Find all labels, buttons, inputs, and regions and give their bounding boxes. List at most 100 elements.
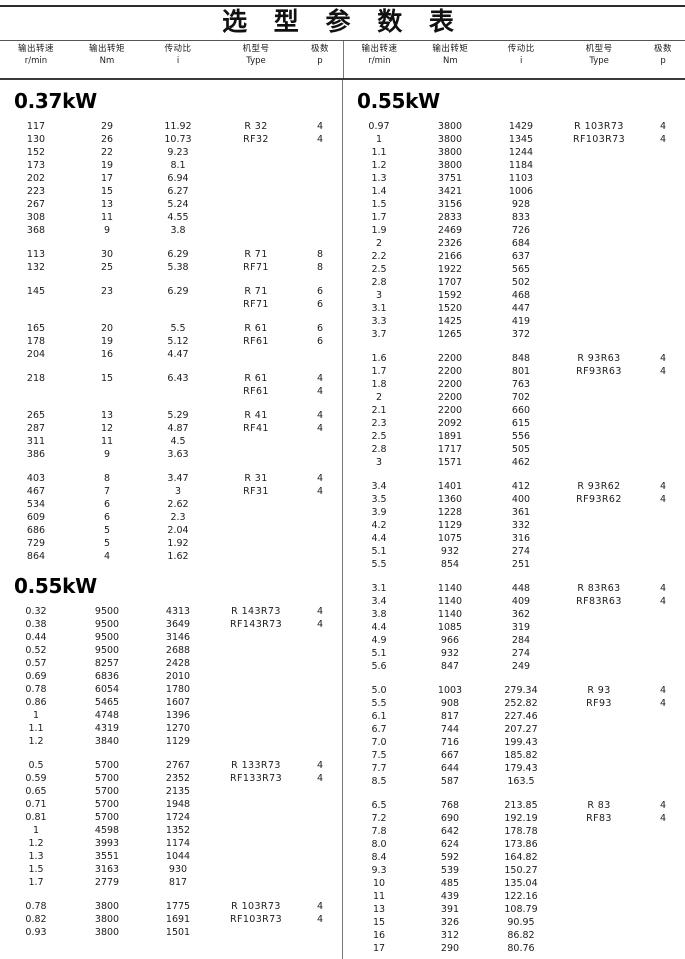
- table-row[interactable]: 3.5 1360 400 RF93R62 4: [343, 493, 685, 506]
- table-row[interactable]: 0.38 9500 3649 RF143R73 4: [0, 618, 342, 631]
- table-row[interactable]: 5.0 1003 279.34 R 93 4: [343, 684, 685, 697]
- table-row[interactable]: 130 26 10.73 RF32 4: [0, 133, 342, 146]
- table-row[interactable]: 5.6 847 249: [343, 660, 685, 673]
- table-row[interactable]: 1.2 3993 1174: [0, 837, 342, 850]
- table-row[interactable]: 5.1 932 274: [343, 647, 685, 660]
- table-row[interactable]: 4.2 1129 332: [343, 519, 685, 532]
- table-row[interactable]: 1.5 3163 930: [0, 863, 342, 876]
- table-row[interactable]: 16 312 86.82: [343, 929, 685, 942]
- table-row[interactable]: 145 23 6.29 R 71 6: [0, 285, 342, 298]
- table-row[interactable]: 3.4 1140 409 RF83R63 4: [343, 595, 685, 608]
- table-row[interactable]: 10 485 135.04: [343, 877, 685, 890]
- table-row[interactable]: 729 5 1.92: [0, 537, 342, 550]
- table-row[interactable]: 113 30 6.29 R 71 8: [0, 248, 342, 261]
- table-row[interactable]: 15 326 90.95: [343, 916, 685, 929]
- table-row[interactable]: 686 5 2.04: [0, 524, 342, 537]
- table-row[interactable]: 165 20 5.5 R 61 6: [0, 322, 342, 335]
- table-row[interactable]: 1.3 3751 1103: [343, 172, 685, 185]
- table-row[interactable]: 403 8 3.47 R 31 4: [0, 472, 342, 485]
- table-row[interactable]: 2.5 1922 565: [343, 263, 685, 276]
- table-row[interactable]: 152 22 9.23: [0, 146, 342, 159]
- table-row[interactable]: 1.8 2200 763: [343, 378, 685, 391]
- table-row[interactable]: 3.7 1265 372: [343, 328, 685, 341]
- table-row[interactable]: 3.3 1425 419: [343, 315, 685, 328]
- table-row[interactable]: 2.5 1891 556: [343, 430, 685, 443]
- table-row[interactable]: 1 4598 1352: [0, 824, 342, 837]
- table-row[interactable]: 7.0 716 199.43: [343, 736, 685, 749]
- table-row[interactable]: 3.4 1401 412 R 93R62 4: [343, 480, 685, 493]
- table-row[interactable]: 204 16 4.47: [0, 348, 342, 361]
- table-row[interactable]: RF61 4: [0, 385, 342, 398]
- table-row[interactable]: 178 19 5.12 RF61 6: [0, 335, 342, 348]
- table-row[interactable]: 308 11 4.55: [0, 211, 342, 224]
- table-row[interactable]: 223 15 6.27: [0, 185, 342, 198]
- table-row[interactable]: 287 12 4.87 RF41 4: [0, 422, 342, 435]
- table-row[interactable]: 3.1 1520 447: [343, 302, 685, 315]
- table-row[interactable]: 2 2326 684: [343, 237, 685, 250]
- table-row[interactable]: 202 17 6.94: [0, 172, 342, 185]
- table-row[interactable]: 17 290 80.76: [343, 942, 685, 955]
- table-row[interactable]: 0.86 5465 1607: [0, 696, 342, 709]
- table-row[interactable]: 0.78 3800 1775 R 103R73 4: [0, 900, 342, 913]
- table-row[interactable]: 0.57 8257 2428: [0, 657, 342, 670]
- table-row[interactable]: 8.0 624 173.86: [343, 838, 685, 851]
- table-row[interactable]: 1 3800 1345 RF103R73 4: [343, 133, 685, 146]
- table-row[interactable]: 5.1 932 274: [343, 545, 685, 558]
- table-row[interactable]: 1.2 3840 1129: [0, 735, 342, 748]
- table-row[interactable]: 0.97 3800 1429 R 103R73 4: [343, 120, 685, 133]
- table-row[interactable]: 2.2 2166 637: [343, 250, 685, 263]
- table-row[interactable]: 2 2200 702: [343, 391, 685, 404]
- table-row[interactable]: 0.5 5700 2767 R 133R73 4: [0, 759, 342, 772]
- table-row[interactable]: 5.5 854 251: [343, 558, 685, 571]
- table-row[interactable]: 0.81 5700 1724: [0, 811, 342, 824]
- table-row[interactable]: 1.7 2200 801 RF93R63 4: [343, 365, 685, 378]
- table-row[interactable]: 218 15 6.43 R 61 4: [0, 372, 342, 385]
- table-row[interactable]: 609 6 2.3: [0, 511, 342, 524]
- table-row[interactable]: 1.2 3800 1184: [343, 159, 685, 172]
- table-row[interactable]: 0.44 9500 3146: [0, 631, 342, 644]
- table-row[interactable]: 4.4 1075 316: [343, 532, 685, 545]
- table-row[interactable]: 5.5 908 252.82 RF93 4: [343, 697, 685, 710]
- table-row[interactable]: 0.65 5700 2135: [0, 785, 342, 798]
- table-row[interactable]: 1 4748 1396: [0, 709, 342, 722]
- table-row[interactable]: 173 19 8.1: [0, 159, 342, 172]
- table-row[interactable]: 3.1 1140 448 R 83R63 4: [343, 582, 685, 595]
- table-row[interactable]: 1.1 4319 1270: [0, 722, 342, 735]
- table-row[interactable]: 4.4 1085 319: [343, 621, 685, 634]
- table-row[interactable]: 7.7 644 179.43: [343, 762, 685, 775]
- table-row[interactable]: 4.9 966 284: [343, 634, 685, 647]
- table-row[interactable]: 0.59 5700 2352 RF133R73 4: [0, 772, 342, 785]
- table-row[interactable]: 7.2 690 192.19 RF83 4: [343, 812, 685, 825]
- table-row[interactable]: 8.5 587 163.5: [343, 775, 685, 788]
- table-row[interactable]: 2.3 2092 615: [343, 417, 685, 430]
- table-row[interactable]: 267 13 5.24: [0, 198, 342, 211]
- table-row[interactable]: 368 9 3.8: [0, 224, 342, 237]
- table-row[interactable]: 8.4 592 164.82: [343, 851, 685, 864]
- table-row[interactable]: 0.71 5700 1948: [0, 798, 342, 811]
- table-row[interactable]: 0.82 3800 1691 RF103R73 4: [0, 913, 342, 926]
- table-row[interactable]: 7.8 642 178.78: [343, 825, 685, 838]
- table-row[interactable]: 7.5 667 185.82: [343, 749, 685, 762]
- table-row[interactable]: 0.52 9500 2688: [0, 644, 342, 657]
- table-row[interactable]: 117 29 11.92 R 32 4: [0, 120, 342, 133]
- table-row[interactable]: 467 7 3 RF31 4: [0, 485, 342, 498]
- table-row[interactable]: 6.1 817 227.46: [343, 710, 685, 723]
- table-row[interactable]: 2.8 1717 505: [343, 443, 685, 456]
- table-row[interactable]: RF71 6: [0, 298, 342, 311]
- table-row[interactable]: 1.6 2200 848 R 93R63 4: [343, 352, 685, 365]
- table-row[interactable]: 1.3 3551 1044: [0, 850, 342, 863]
- table-row[interactable]: 534 6 2.62: [0, 498, 342, 511]
- table-row[interactable]: 1.7 2833 833: [343, 211, 685, 224]
- table-row[interactable]: 2.1 2200 660: [343, 404, 685, 417]
- table-row[interactable]: 1.5 3156 928: [343, 198, 685, 211]
- table-row[interactable]: 2.8 1707 502: [343, 276, 685, 289]
- table-row[interactable]: 1.4 3421 1006: [343, 185, 685, 198]
- table-row[interactable]: 6.7 744 207.27: [343, 723, 685, 736]
- table-row[interactable]: 0.69 6836 2010: [0, 670, 342, 683]
- table-row[interactable]: 3.8 1140 362: [343, 608, 685, 621]
- table-row[interactable]: 0.78 6054 1780: [0, 683, 342, 696]
- table-row[interactable]: 9.3 539 150.27: [343, 864, 685, 877]
- table-row[interactable]: 11 439 122.16: [343, 890, 685, 903]
- table-row[interactable]: 132 25 5.38 RF71 8: [0, 261, 342, 274]
- table-row[interactable]: 6.5 768 213.85 R 83 4: [343, 799, 685, 812]
